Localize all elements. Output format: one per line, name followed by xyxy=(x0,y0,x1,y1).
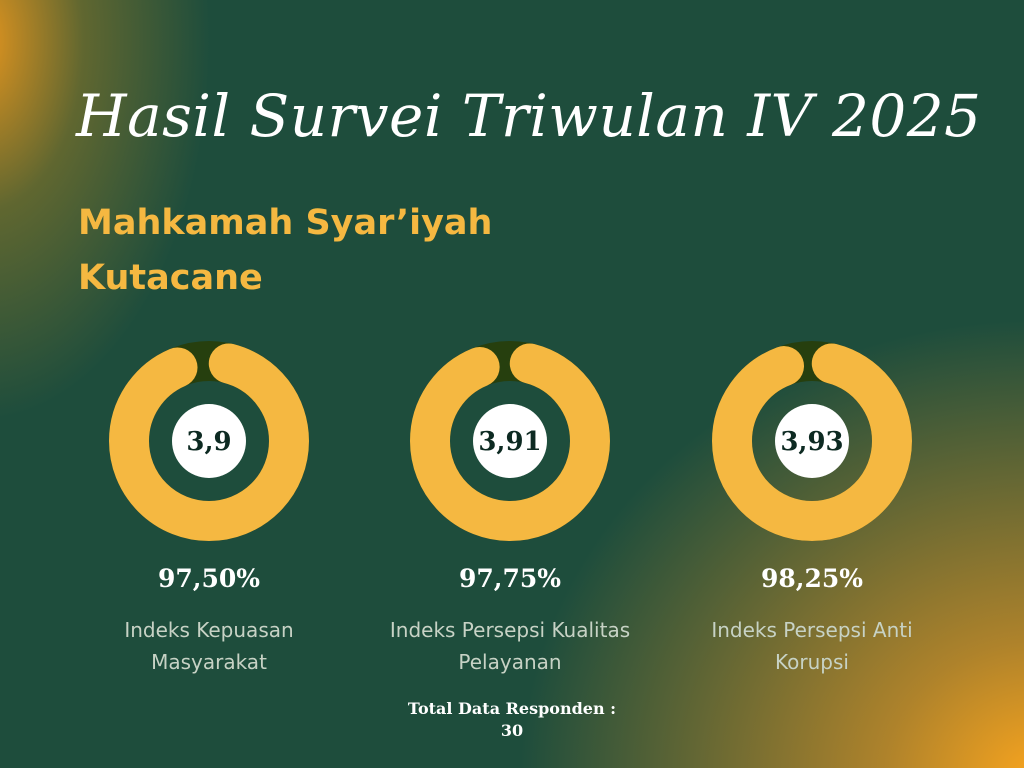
donut-chart-3: 3,93 xyxy=(712,341,912,541)
index-label-line: Masyarakat xyxy=(151,650,267,674)
index-label-line: Indeks Persepsi Anti xyxy=(711,618,913,642)
donut-arc xyxy=(109,341,309,541)
center-circle xyxy=(775,404,849,478)
index-label: Indeks Persepsi Kualitas Pelayanan xyxy=(360,614,660,678)
subtitle-line-1: Mahkamah Syar’iyah xyxy=(78,203,493,243)
center-value: 3,9 xyxy=(186,427,231,457)
percent-label: 98,25% xyxy=(760,564,864,593)
index-label-line: Korupsi xyxy=(775,650,849,674)
center-value: 3,91 xyxy=(478,427,541,457)
index-label: Indeks Kepuasan Masyarakat xyxy=(59,614,359,678)
subtitle-line-2: Kutacane xyxy=(78,258,263,298)
subtitle: Mahkamah Syar’iyah Kutacane xyxy=(78,196,538,306)
page-title: Hasil Survei Triwulan IV 2025 xyxy=(76,82,982,150)
donut-arc xyxy=(410,341,610,541)
index-label-line: Indeks Persepsi Kualitas xyxy=(389,618,631,642)
donut-chart-2: 3,91 xyxy=(410,341,610,541)
center-value: 3,93 xyxy=(780,427,843,457)
total-value: 30 xyxy=(500,721,524,740)
percent-label: 97,75% xyxy=(458,564,562,593)
percent-label: 97,50% xyxy=(157,564,261,593)
total-label: Total Data Responden : xyxy=(407,699,617,718)
center-circle xyxy=(473,404,547,478)
index-label-line: Pelayanan xyxy=(458,650,562,674)
donut-chart-1: 3,9 xyxy=(109,341,309,541)
donut-arc xyxy=(712,341,912,541)
index-label-line: Indeks Kepuasan xyxy=(124,618,294,642)
total-respondents: Total Data Responden : 30 xyxy=(362,698,662,742)
center-circle xyxy=(172,404,246,478)
index-label: Indeks Persepsi Anti Korupsi xyxy=(662,614,962,678)
